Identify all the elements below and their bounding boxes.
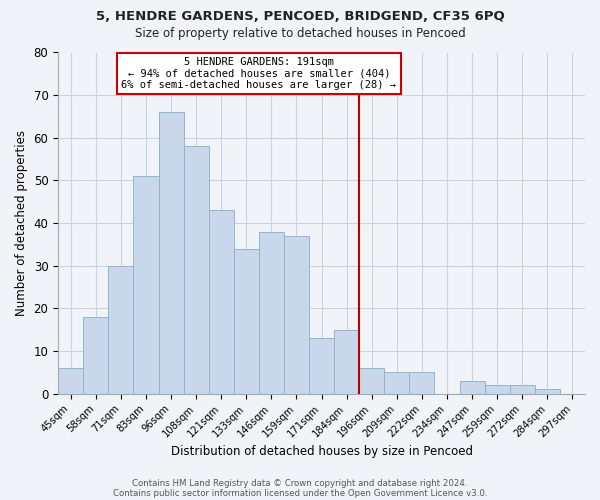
X-axis label: Distribution of detached houses by size in Pencoed: Distribution of detached houses by size …	[170, 444, 473, 458]
Bar	[209, 210, 234, 394]
Bar	[158, 112, 184, 394]
Text: 5 HENDRE GARDENS: 191sqm
← 94% of detached houses are smaller (404)
6% of semi-d: 5 HENDRE GARDENS: 191sqm ← 94% of detach…	[121, 57, 397, 90]
Text: Contains HM Land Registry data © Crown copyright and database right 2024.: Contains HM Land Registry data © Crown c…	[132, 478, 468, 488]
Bar	[409, 372, 434, 394]
Bar	[234, 248, 259, 394]
Text: Size of property relative to detached houses in Pencoed: Size of property relative to detached ho…	[134, 28, 466, 40]
Bar	[284, 236, 309, 394]
Text: Contains public sector information licensed under the Open Government Licence v3: Contains public sector information licen…	[113, 488, 487, 498]
Bar	[384, 372, 409, 394]
Bar	[83, 317, 109, 394]
Text: 5, HENDRE GARDENS, PENCOED, BRIDGEND, CF35 6PQ: 5, HENDRE GARDENS, PENCOED, BRIDGEND, CF…	[95, 10, 505, 23]
Bar	[184, 146, 209, 394]
Bar	[510, 385, 535, 394]
Bar	[485, 385, 510, 394]
Bar	[359, 368, 384, 394]
Bar	[259, 232, 284, 394]
Bar	[334, 330, 359, 394]
Bar	[309, 338, 334, 394]
Bar	[58, 368, 83, 394]
Bar	[133, 176, 158, 394]
Bar	[109, 266, 133, 394]
Bar	[535, 390, 560, 394]
Bar	[460, 381, 485, 394]
Y-axis label: Number of detached properties: Number of detached properties	[15, 130, 28, 316]
